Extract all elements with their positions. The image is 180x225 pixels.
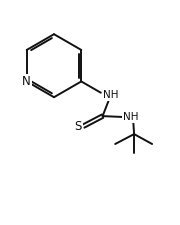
Text: NH: NH bbox=[103, 90, 118, 100]
Text: NH: NH bbox=[123, 112, 138, 122]
Text: N: N bbox=[22, 75, 31, 88]
Text: S: S bbox=[75, 119, 82, 133]
